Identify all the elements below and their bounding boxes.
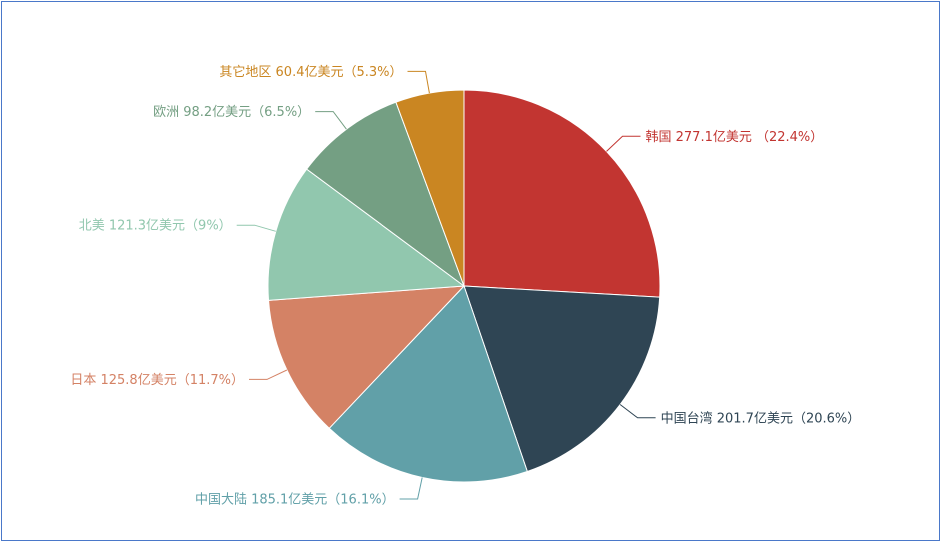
slice-label-1: 中国台湾 201.7亿美元（20.6%）: [661, 410, 861, 426]
pie-slices: [267, 89, 661, 483]
pie-slice-5[interactable]: [305, 101, 466, 288]
pie-slice-0[interactable]: [463, 89, 661, 298]
leader-line-2: [399, 477, 423, 500]
slice-label-6: 其它地区 60.4亿美元（5.3%）: [219, 64, 402, 80]
leader-line-6: [407, 70, 430, 94]
leader-line-1: [619, 404, 656, 419]
leader-line-5: [315, 111, 347, 130]
slice-labels: 韩国 277.1亿美元 （22.4%） 中国台湾 201.7亿美元（20.6%） 中…: [70, 64, 860, 508]
label-leader-lines: [236, 70, 656, 500]
leader-line-3: [249, 369, 288, 380]
pie-slice-2[interactable]: [328, 285, 528, 483]
slice-label-5: 欧洲 98.2亿美元（6.5%）: [153, 105, 310, 120]
leader-line-4: [236, 224, 276, 232]
slice-label-4: 北美 121.3亿美元（9%）: [79, 219, 232, 234]
slice-label-3: 日本 125.8亿美元（11.7%）: [70, 373, 244, 388]
pie-slice-3[interactable]: [267, 285, 466, 429]
slice-label-0: 韩国 277.1亿美元 （22.4%）: [646, 130, 824, 145]
leader-line-0: [606, 135, 641, 152]
slice-label-2: 中国大陆 185.1亿美元（16.1%）: [195, 492, 395, 508]
